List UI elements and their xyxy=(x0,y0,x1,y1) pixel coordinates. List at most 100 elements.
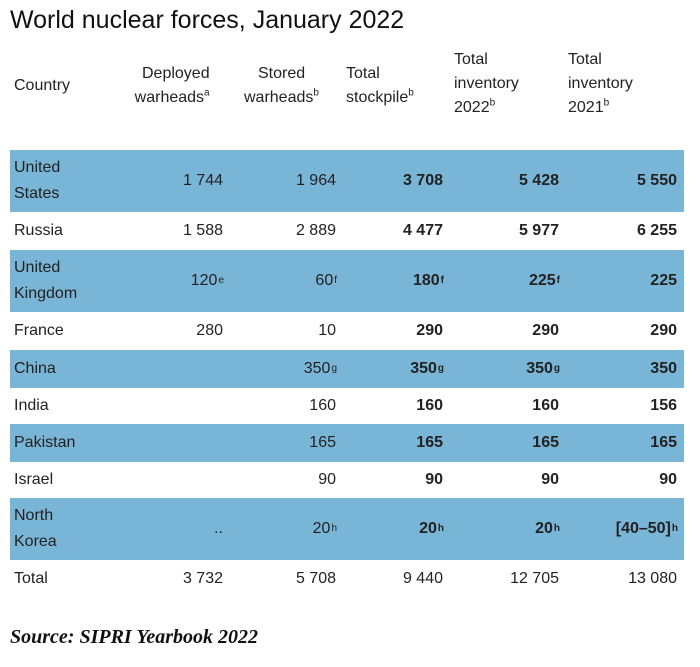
stored-value: 160 xyxy=(309,397,336,414)
inv2021-value: 156 xyxy=(650,397,677,414)
inv2021-cell: 156 xyxy=(650,388,678,424)
inv2022-cell: 350 g xyxy=(526,350,560,388)
inv2022-cell: 5 428 xyxy=(519,150,560,212)
deployed-cell xyxy=(223,424,224,462)
stockpile-value: 290 xyxy=(416,322,443,339)
deployed-value: 280 xyxy=(196,322,223,339)
header-stored-line2: warheadsb xyxy=(244,86,319,110)
country-cell: Russia xyxy=(14,222,63,239)
country-cell: North Korea xyxy=(14,507,57,550)
header-deployed-warheads: Deployed warheadsa xyxy=(132,62,210,110)
table-row: Total 3 732 5 708 9 440 12 705 13 080 xyxy=(10,560,684,598)
table-row: China 350 g 350 g 350 g 350 xyxy=(10,350,684,388)
header-inv2022-footnote: b xyxy=(489,97,496,109)
inv2022-cell: 12 705 xyxy=(510,560,560,598)
stored-value: 60 xyxy=(315,272,334,289)
stockpile-value: 180 xyxy=(412,272,440,289)
deployed-cell: 1 744 xyxy=(183,150,224,212)
header-stockpile-line2: stockpileb xyxy=(346,86,414,110)
header-stored-warheads: Stored warheadsb xyxy=(244,62,319,110)
country-cell: United Kingdom xyxy=(14,259,78,302)
table-row: Pakistan 165 165 165 165 xyxy=(10,424,684,462)
stockpile-cell: 160 xyxy=(416,388,444,424)
inv2021-cell: 225 xyxy=(650,250,678,312)
stored-cell: 5 708 xyxy=(296,560,337,598)
inv2022-value: 5 977 xyxy=(518,222,559,239)
inv2021-value: 6 255 xyxy=(636,222,677,239)
header-stockpile-line1: Total xyxy=(346,65,380,82)
stored-value: 165 xyxy=(309,434,336,451)
country-cell: Pakistan xyxy=(14,434,76,451)
inv2022-value: 160 xyxy=(532,397,559,414)
stockpile-cell: 90 xyxy=(425,462,444,498)
inv2022-value: 225 xyxy=(528,272,556,289)
stockpile-cell: 9 440 xyxy=(403,560,444,598)
deployed-cell: 120 e xyxy=(191,250,224,312)
deployed-cell: 1 588 xyxy=(183,212,224,250)
inv2022-cell: 225 f xyxy=(529,250,560,312)
stored-value: 5 708 xyxy=(295,570,336,587)
header-deployed-line2: warheadsa xyxy=(132,86,210,110)
inv2021-value: 90 xyxy=(659,471,677,488)
header-stored-word: warheads xyxy=(244,89,314,106)
inv2022-cell: 165 xyxy=(532,424,560,462)
header-stored-footnote: b xyxy=(313,87,319,99)
stockpile-cell: 165 xyxy=(416,424,444,462)
inv2022-value: 5 428 xyxy=(518,172,559,189)
stockpile-value: 90 xyxy=(425,471,443,488)
deployed-cell: 3 732 xyxy=(183,560,224,598)
stockpile-cell: 3 708 xyxy=(403,150,444,212)
header-inv2021-line2: inventory xyxy=(568,75,633,92)
stored-cell: 20 h xyxy=(313,498,337,560)
header-inv2022-line1: Total xyxy=(454,51,488,68)
stored-value: 350 xyxy=(303,360,331,377)
table-row: Russia 1 588 2 889 4 477 5 977 6 255 xyxy=(10,212,684,250)
header-deployed-word: warheads xyxy=(134,89,205,106)
country-cell: China xyxy=(14,360,56,377)
header-total-inventory-2022: Total inventory 2022b xyxy=(454,48,519,120)
inv2022-cell: 20 h xyxy=(535,498,560,560)
inv2021-cell: 5 550 xyxy=(637,150,678,212)
inv2021-value: 13 080 xyxy=(628,570,677,587)
stored-cell: 90 xyxy=(318,462,337,498)
stored-value: 1 964 xyxy=(295,172,336,189)
deployed-value: 120 xyxy=(190,272,218,289)
header-total-inventory-2021: Total inventory 2021b xyxy=(568,48,633,120)
stockpile-cell: 180 f xyxy=(413,250,444,312)
inv2021-cell: 6 255 xyxy=(637,212,678,250)
inv2021-cell: 90 xyxy=(659,462,678,498)
deployed-cell xyxy=(223,388,224,424)
header-inv2022-line2: inventory xyxy=(454,75,519,92)
header-deployed-line1: Deployed xyxy=(142,65,210,82)
source-citation: Source: SIPRI Yearbook 2022 xyxy=(10,626,258,648)
inv2021-value: 350 xyxy=(650,360,677,377)
header-inv2021-year: 2021 xyxy=(568,99,604,116)
stockpile-value: 9 440 xyxy=(402,570,443,587)
header-inv2021-line1: Total xyxy=(568,51,602,68)
stored-cell: 60 f xyxy=(315,250,337,312)
inv2021-value: 5 550 xyxy=(636,172,677,189)
deployed-value: 1 744 xyxy=(182,172,223,189)
stockpile-cell: 20 h xyxy=(419,498,444,560)
country-cell: Total xyxy=(14,570,48,587)
country-cell: France xyxy=(14,322,64,339)
stored-cell: 2 889 xyxy=(296,212,337,250)
stockpile-value: 20 xyxy=(419,520,437,537)
inv2022-cell: 290 xyxy=(532,312,560,350)
country-cell: India xyxy=(14,397,49,414)
stockpile-value: 3 708 xyxy=(402,172,443,189)
table-row: India 160 160 160 156 xyxy=(10,388,684,424)
nuclear-forces-table: United States 1 744 1 964 3 708 5 428 5 550 Rus… xyxy=(10,150,684,598)
stored-cell: 165 xyxy=(309,424,337,462)
inv2022-cell: 160 xyxy=(532,388,560,424)
stored-value: 2 889 xyxy=(295,222,336,239)
header-stored-line1: Stored xyxy=(258,65,306,82)
header-inv2021-footnote: b xyxy=(603,97,610,109)
stored-cell: 10 xyxy=(318,312,337,350)
header-inv2022-year: 2022 xyxy=(454,99,490,116)
inv2021-cell: 13 080 xyxy=(628,560,678,598)
stored-cell: 160 xyxy=(309,388,337,424)
inv2022-value: 20 xyxy=(535,520,553,537)
header-total-stockpile: Total stockpileb xyxy=(346,62,414,110)
deployed-cell: 280 xyxy=(196,312,224,350)
